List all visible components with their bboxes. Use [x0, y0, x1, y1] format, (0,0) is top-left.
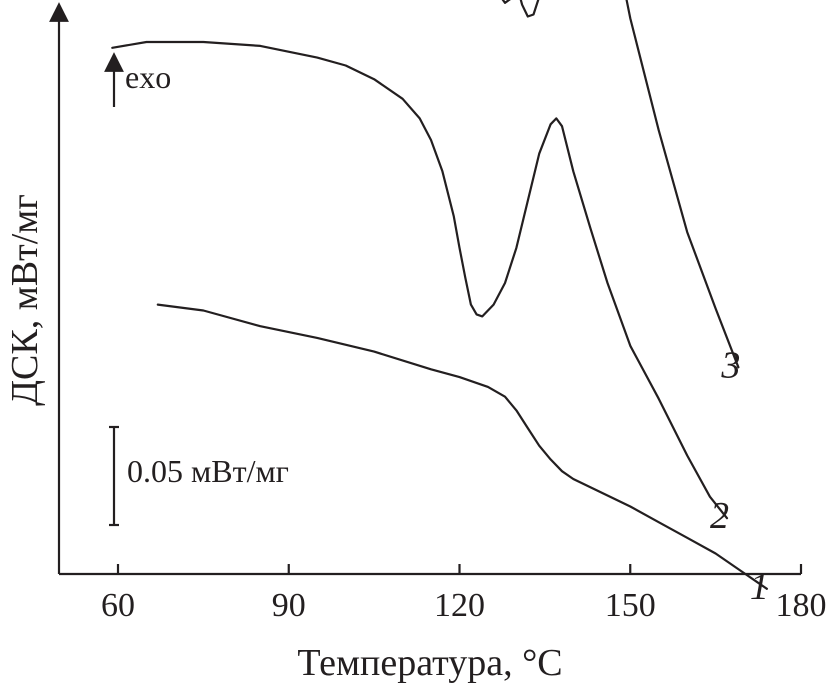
series-1-line: [156, 303, 768, 590]
scale-bar-label: 0.05 мВт/мг: [127, 453, 289, 489]
series-1-label: 1: [750, 566, 769, 608]
scale-bar: [109, 425, 119, 527]
series-3-label: 3: [720, 344, 740, 386]
y-axis-label: ДСК, мВт/мг: [4, 194, 46, 406]
exo-label: exo: [125, 59, 171, 95]
x-tick-label: 150: [605, 587, 656, 624]
series-2-line: [111, 40, 729, 520]
x-tick-label: 60: [101, 587, 135, 624]
series-2-label: 2: [710, 495, 729, 537]
x-axis-label: Температура, °C: [297, 642, 562, 684]
x-axis-tick-labels: 60 90 120 150 180: [101, 587, 827, 624]
x-tick-label: 180: [776, 587, 827, 624]
x-tick-label: 90: [272, 587, 306, 624]
series-layer: 12 3: [111, 0, 769, 608]
series-3-line: [501, 0, 740, 369]
x-axis-ticks: [116, 564, 803, 574]
x-tick-label: 120: [434, 587, 485, 624]
